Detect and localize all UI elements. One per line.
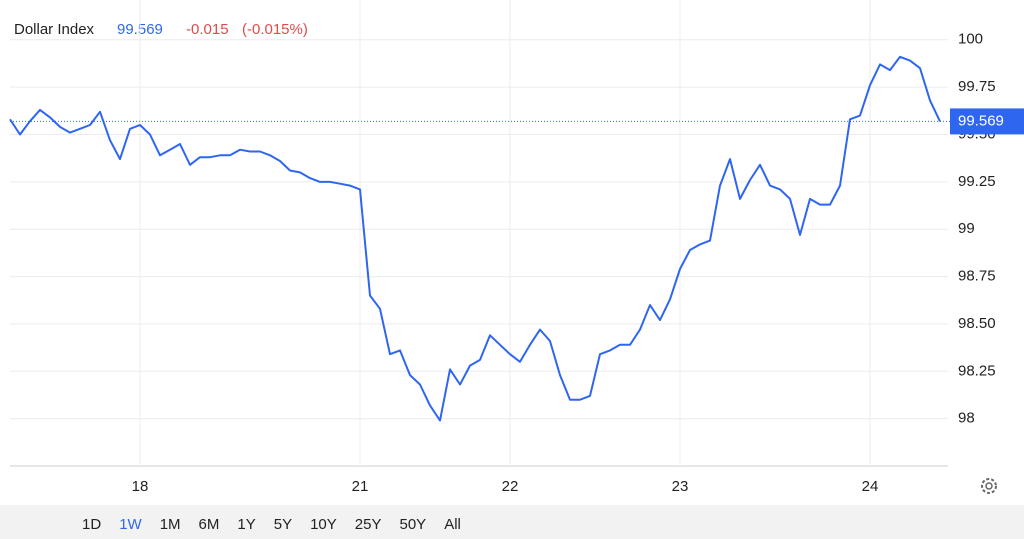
x-tick-label: 22 bbox=[502, 478, 519, 495]
last-price-box bbox=[950, 108, 1024, 135]
header-change: -0.015 bbox=[186, 21, 229, 38]
y-tick-label: 98 bbox=[958, 410, 975, 427]
range-button[interactable]: All bbox=[444, 516, 461, 533]
range-button[interactable]: 1M bbox=[160, 516, 181, 533]
settings-icon[interactable] bbox=[981, 478, 997, 494]
x-tick-label: 21 bbox=[352, 478, 369, 495]
last-price-label: 99.569 bbox=[958, 112, 1004, 129]
y-tick-label: 99.25 bbox=[958, 173, 996, 190]
y-tick-label: 100 bbox=[958, 31, 983, 48]
y-tick-label: 98.25 bbox=[958, 362, 996, 379]
y-tick-label: 98.50 bbox=[958, 315, 996, 332]
header-change-pct: (-0.015%) bbox=[242, 21, 308, 38]
y-tick-label: 99 bbox=[958, 220, 975, 237]
price-line bbox=[9, 55, 941, 422]
y-tick-label: 99.75 bbox=[958, 78, 996, 95]
range-button[interactable]: 1W bbox=[119, 516, 142, 533]
range-bar bbox=[0, 505, 1024, 539]
y-tick-label: 98.75 bbox=[958, 268, 996, 285]
range-button[interactable]: 50Y bbox=[400, 516, 427, 533]
range-button[interactable]: 5Y bbox=[274, 516, 292, 533]
range-button[interactable]: 25Y bbox=[355, 516, 382, 533]
range-button[interactable]: 1Y bbox=[237, 516, 255, 533]
x-tick-label: 24 bbox=[862, 478, 879, 495]
range-button[interactable]: 6M bbox=[199, 516, 220, 533]
range-button[interactable]: 10Y bbox=[310, 516, 337, 533]
x-tick-label: 23 bbox=[672, 478, 689, 495]
range-button[interactable]: 1D bbox=[82, 516, 101, 533]
chart-title: Dollar Index bbox=[14, 21, 95, 38]
x-tick-label: 18 bbox=[132, 478, 149, 495]
